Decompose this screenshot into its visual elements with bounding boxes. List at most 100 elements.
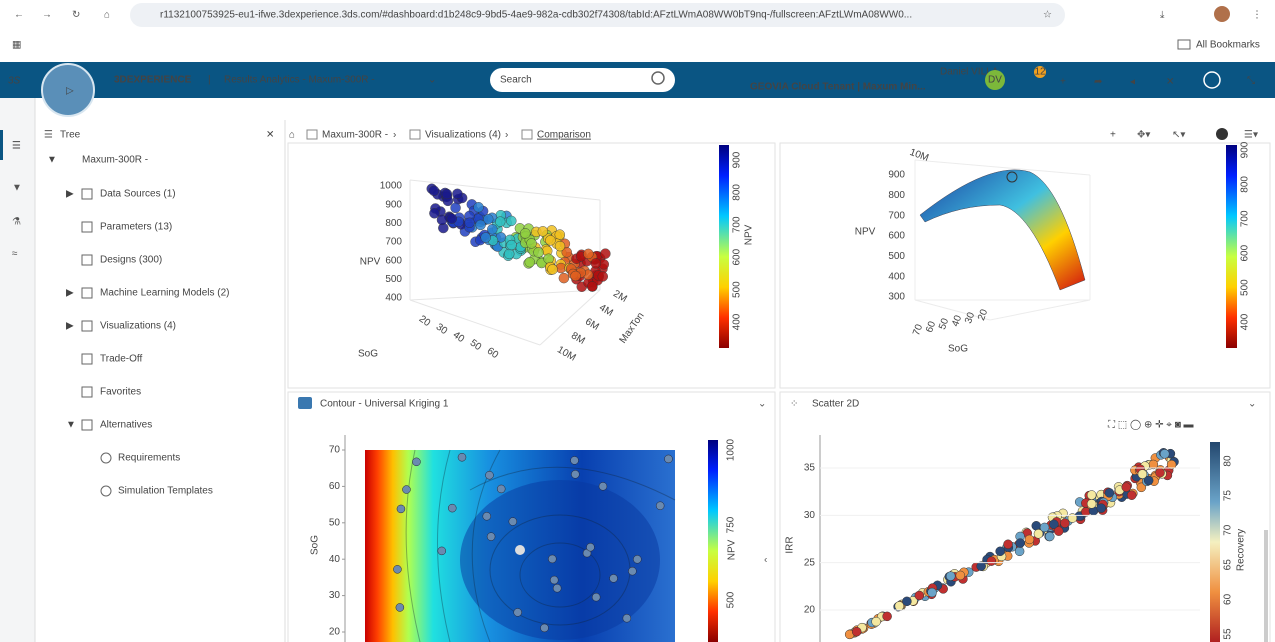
tree-item[interactable]: Machine Learning Models (2) <box>100 288 230 299</box>
reload-button[interactable]: ↻ <box>72 10 80 21</box>
point <box>1033 529 1044 539</box>
tree-expander: ▶ <box>66 321 74 332</box>
collapse-arrow[interactable]: ‹ <box>764 555 767 566</box>
point <box>591 592 601 602</box>
tree-item[interactable]: Requirements <box>118 453 180 464</box>
tree-icon <box>81 221 93 233</box>
point <box>955 570 966 581</box>
tools-button[interactable]: ✕ <box>1166 77 1174 88</box>
tree-root[interactable]: Maxum-300R - <box>82 155 148 166</box>
crumb[interactable]: Maxum-300R - <box>322 130 388 141</box>
tick-label: 500 <box>888 251 905 262</box>
url-bar[interactable] <box>130 3 1065 27</box>
surface-marker <box>1006 171 1018 183</box>
point <box>503 248 515 260</box>
point <box>590 258 602 269</box>
download-button[interactable]: ⤓ <box>1160 10 1165 21</box>
panel-chevron[interactable]: ⌄ <box>1248 399 1256 410</box>
tick-label: 800 <box>888 190 905 201</box>
home-icon[interactable]: ⌂ <box>289 130 295 141</box>
rail-filter[interactable]: ▼ <box>12 183 22 194</box>
fullscreen-button[interactable]: ⤡ <box>1247 76 1255 87</box>
share-button[interactable]: ➦ <box>1094 77 1102 88</box>
point <box>587 281 598 292</box>
tenant[interactable]: GEOVIA Cloud Tenant | Maxum Min... <box>750 82 926 93</box>
tree-item[interactable]: Trade-Off <box>100 354 142 365</box>
panel-chevron[interactable]: ⌄ <box>758 399 766 410</box>
forward-button[interactable]: → <box>42 10 52 21</box>
back-button[interactable]: ← <box>14 10 24 21</box>
point <box>457 452 467 462</box>
tick-label: 30 <box>329 590 341 601</box>
tick-label: 1000 <box>380 181 403 192</box>
rail-tree[interactable]: ☰ <box>12 141 21 152</box>
plot-toolbar[interactable]: ⛶ ⬚ ◯ ⊕ ✛ ⌖ ◙ ▬ <box>1107 420 1194 431</box>
tick-label: 60 <box>329 481 341 492</box>
tree-item[interactable]: Visualizations (4) <box>100 321 176 332</box>
tick-label: 900 <box>1240 141 1251 158</box>
point <box>1104 488 1115 498</box>
point <box>600 248 611 259</box>
select-button[interactable]: ↖▾ <box>1172 130 1185 141</box>
crumb[interactable]: Visualizations (4) <box>425 130 501 141</box>
tick-label: 800 <box>385 218 402 229</box>
crumb[interactable]: Comparison <box>537 130 591 141</box>
point <box>927 587 937 598</box>
scrollbar[interactable] <box>1264 530 1268 642</box>
tree-item[interactable]: Parameters (13) <box>100 222 172 233</box>
search-placeholder: Search <box>500 75 532 86</box>
point <box>976 561 986 571</box>
tick-label: 900 <box>732 151 743 168</box>
scatter3d-points <box>426 183 611 293</box>
tick-label: 900 <box>385 199 402 210</box>
crumb-icon <box>306 129 318 140</box>
tick-label: 40 <box>329 554 341 565</box>
info-button[interactable] <box>1216 128 1228 140</box>
point <box>986 556 997 566</box>
tick-label: 40 <box>950 314 964 329</box>
point <box>1155 467 1165 478</box>
tree-item[interactable]: Data Sources (1) <box>100 189 176 200</box>
tree-icon <box>100 485 112 497</box>
bookmarks[interactable]: All Bookmarks <box>1196 40 1260 51</box>
add-panel[interactable]: + <box>1110 130 1116 141</box>
rail-lab[interactable]: ⚗ <box>12 217 21 228</box>
apps-button[interactable]: ▦ <box>12 40 21 51</box>
profile-button[interactable] <box>1214 6 1230 22</box>
point <box>628 566 637 576</box>
tree-item[interactable]: Alternatives <box>100 420 152 431</box>
point <box>446 213 458 224</box>
tree-item[interactable]: Favorites <box>100 387 141 398</box>
star-button[interactable]: ☆ <box>1043 10 1052 21</box>
tree-expander: ▼ <box>47 155 57 166</box>
app-name[interactable]: Results Analytics - Maxum-300R - <box>224 75 375 86</box>
crumb-icon <box>409 129 421 140</box>
rail-ml[interactable]: ≈ <box>12 249 18 260</box>
point <box>583 248 594 260</box>
compass[interactable] <box>41 63 95 117</box>
point <box>1096 503 1106 513</box>
point <box>1159 449 1170 459</box>
social-button[interactable]: ◂ <box>1130 77 1135 88</box>
search-icon[interactable] <box>651 71 665 85</box>
layout-button[interactable]: ✥▾ <box>1137 130 1150 141</box>
tree: ▼ Maxum-300R - ▶ Data Sources (1) Parameters… <box>47 155 230 497</box>
point <box>1031 521 1042 531</box>
help-button[interactable] <box>1203 71 1221 89</box>
add-button[interactable]: + <box>1060 77 1066 88</box>
avatar[interactable] <box>985 70 1005 90</box>
search-box[interactable] <box>490 68 675 92</box>
tree-item[interactable]: Simulation Templates <box>118 486 213 497</box>
panel-menu[interactable]: ☰▾ <box>1244 130 1258 141</box>
app-dropdown[interactable]: ⌄ <box>428 75 436 86</box>
point <box>480 232 491 243</box>
menu-button[interactable]: ⋮ <box>1252 10 1262 21</box>
panel-title: Contour - Universal Kriging 1 <box>320 399 449 410</box>
home-button[interactable]: ⌂ <box>104 10 110 21</box>
tree-close[interactable]: ✕ <box>266 130 274 141</box>
tick-label: 300 <box>888 292 905 303</box>
tick-label: 20 <box>804 605 816 616</box>
point <box>486 532 496 541</box>
tree-icon <box>81 353 93 365</box>
tree-item[interactable]: Designs (300) <box>100 255 162 266</box>
